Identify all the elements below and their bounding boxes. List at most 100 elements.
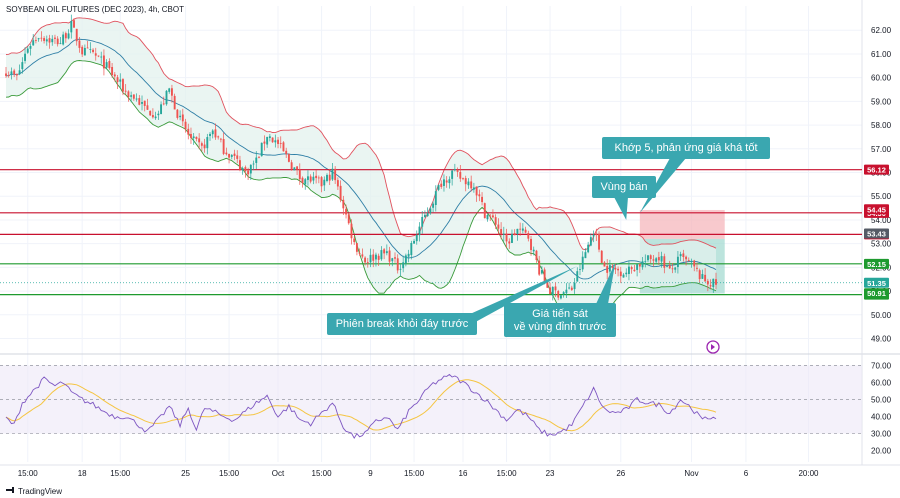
candle bbox=[102, 49, 105, 76]
candle bbox=[81, 45, 84, 58]
candle bbox=[326, 173, 328, 183]
candle bbox=[260, 142, 263, 157]
candle bbox=[342, 195, 345, 216]
price-tick-label: 59.00 bbox=[871, 97, 892, 106]
candle bbox=[587, 241, 590, 254]
candle bbox=[26, 46, 29, 54]
candle bbox=[21, 57, 24, 74]
time-tick-label: 9 bbox=[368, 469, 373, 478]
candle bbox=[328, 168, 331, 186]
candle bbox=[157, 110, 160, 120]
candle bbox=[200, 141, 203, 152]
candle bbox=[249, 164, 252, 180]
candle bbox=[203, 138, 206, 153]
candle bbox=[532, 246, 535, 256]
candle bbox=[331, 162, 334, 182]
replay-icon[interactable] bbox=[706, 340, 720, 354]
price-tick-label: 54.00 bbox=[871, 216, 892, 225]
candle bbox=[247, 167, 250, 180]
candle bbox=[290, 159, 293, 171]
rsi-tick-label: 20.00 bbox=[871, 447, 892, 456]
price-tick-label: 62.00 bbox=[871, 26, 892, 35]
candle bbox=[554, 282, 557, 298]
candle bbox=[119, 73, 122, 89]
time-tick-label: 16 bbox=[459, 469, 468, 478]
candle bbox=[336, 177, 339, 190]
candle bbox=[287, 153, 290, 163]
candle bbox=[606, 259, 609, 280]
candle bbox=[37, 37, 40, 42]
candle bbox=[54, 34, 56, 44]
price-tags: 56.1254.3053.3952.1550.8554.4553.4351.35… bbox=[864, 164, 889, 300]
candle bbox=[309, 174, 312, 184]
candle bbox=[614, 263, 617, 275]
time-tick-label: 23 bbox=[546, 469, 555, 478]
candle bbox=[263, 135, 266, 151]
callout-phien-break[interactable]: Phiên break khỏi đáy trước bbox=[327, 266, 578, 335]
candle bbox=[29, 43, 32, 56]
candle bbox=[372, 249, 375, 268]
svg-text:50.91: 50.91 bbox=[867, 289, 886, 298]
callout-vung-ban[interactable]: Vùng bán bbox=[592, 176, 656, 220]
candle bbox=[383, 247, 386, 260]
candle bbox=[111, 63, 114, 78]
price-tick-label: 58.00 bbox=[871, 121, 892, 130]
candle bbox=[100, 51, 103, 64]
candle bbox=[92, 48, 94, 54]
candle bbox=[51, 35, 54, 46]
candle bbox=[674, 266, 677, 273]
candle bbox=[266, 136, 269, 148]
candle bbox=[301, 176, 304, 188]
chart-title: SOYBEAN OIL FUTURES (DEC 2023), 4h, CBOT bbox=[6, 5, 184, 14]
candle bbox=[407, 249, 410, 263]
candle bbox=[73, 18, 75, 28]
candle bbox=[652, 254, 655, 267]
candle bbox=[704, 268, 707, 282]
candle bbox=[418, 222, 421, 242]
candle bbox=[380, 246, 383, 261]
candle bbox=[198, 133, 201, 150]
rsi-tick-label: 50.00 bbox=[871, 395, 892, 404]
candle bbox=[15, 73, 18, 81]
callout-khop-5[interactable]: Khớp 5, phản ứng giá khá tốt bbox=[602, 137, 770, 213]
candle bbox=[323, 176, 326, 192]
candle bbox=[364, 256, 367, 266]
candle bbox=[162, 96, 165, 106]
price-tag-53.43: 53.43 bbox=[864, 228, 889, 239]
candle bbox=[277, 136, 279, 149]
candle bbox=[122, 78, 124, 96]
candle bbox=[67, 29, 70, 40]
candle bbox=[448, 176, 451, 189]
candle bbox=[568, 282, 571, 290]
candle bbox=[34, 36, 37, 44]
candle bbox=[600, 250, 603, 264]
candle bbox=[146, 98, 149, 111]
candle bbox=[165, 90, 168, 106]
candle bbox=[43, 36, 46, 44]
candle bbox=[581, 251, 584, 272]
candle bbox=[535, 249, 538, 263]
candle bbox=[709, 279, 712, 290]
candle bbox=[413, 238, 415, 245]
candle bbox=[361, 248, 364, 259]
candle bbox=[339, 180, 342, 203]
candle bbox=[440, 180, 443, 189]
candle bbox=[181, 108, 184, 127]
svg-text:51.35: 51.35 bbox=[867, 279, 886, 288]
candles bbox=[5, 14, 717, 301]
candle bbox=[622, 273, 625, 278]
time-tick-label: 15:00 bbox=[404, 469, 425, 478]
candle bbox=[116, 75, 119, 90]
candle bbox=[603, 260, 606, 267]
candle bbox=[252, 160, 255, 171]
candle bbox=[502, 226, 505, 242]
candle bbox=[217, 135, 220, 140]
candle bbox=[138, 95, 141, 106]
candle bbox=[268, 134, 271, 142]
candle bbox=[617, 266, 620, 277]
candle bbox=[429, 206, 432, 215]
candle bbox=[40, 31, 43, 42]
rsi-panel bbox=[0, 365, 862, 440]
candle bbox=[491, 209, 494, 219]
